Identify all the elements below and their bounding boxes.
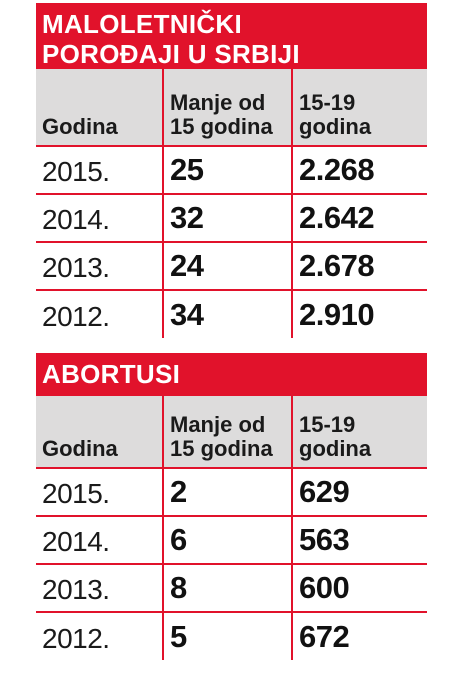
abortions-table-panel: ABORTUSI Godina Manje od 15 godina 15-19… [36,353,427,660]
births-title-line-2: POROĐAJI U SRBIJI [42,39,419,69]
births-15-19-cell: 2.642 [292,194,427,242]
abortions-header-under15: Manje od 15 godina [163,396,292,468]
abortions-15-19-cell: 672 [292,612,427,660]
abortions-under15-cell: 6 [163,516,292,564]
births-header-15-19-line-1: 15-19 [299,91,427,115]
abortions-header-under15-line-1: Manje od [170,413,291,437]
abortions-year-cell: 2013. [36,564,163,612]
table-row: 2013. 24 2.678 [36,242,427,290]
births-under15-cell: 34 [163,290,292,338]
births-year-cell: 2015. [36,146,163,194]
births-table-panel: MALOLETNIČKI POROĐAJI U SRBIJI Godina Ma… [36,3,427,338]
abortions-header-year: Godina [36,396,163,468]
table-row: 2014. 6 563 [36,516,427,564]
abortions-table: Godina Manje od 15 godina 15-19 godina 2… [36,396,427,660]
births-header-15-19-line-2: godina [299,115,427,139]
births-year-cell: 2013. [36,242,163,290]
abortions-title-line-1: ABORTUSI [42,359,419,389]
abortions-under15-cell: 5 [163,612,292,660]
table-row: 2012. 5 672 [36,612,427,660]
births-15-19-cell: 2.268 [292,146,427,194]
abortions-15-19-cell: 600 [292,564,427,612]
births-header-under15-line-1: Manje od [170,91,291,115]
table-row: 2015. 25 2.268 [36,146,427,194]
abortions-header-15-19-line-2: godina [299,437,427,461]
births-15-19-cell: 2.910 [292,290,427,338]
table-row: 2013. 8 600 [36,564,427,612]
births-header-15-19: 15-19 godina [292,69,427,146]
abortions-title: ABORTUSI [36,353,427,396]
abortions-15-19-cell: 629 [292,468,427,516]
births-header-row: Godina Manje od 15 godina 15-19 godina [36,69,427,146]
abortions-header-15-19-line-1: 15-19 [299,413,427,437]
abortions-under15-cell: 2 [163,468,292,516]
abortions-header-15-19: 15-19 godina [292,396,427,468]
births-year-cell: 2014. [36,194,163,242]
abortions-15-19-cell: 563 [292,516,427,564]
table-row: 2014. 32 2.642 [36,194,427,242]
births-header-year: Godina [36,69,163,146]
abortions-year-cell: 2015. [36,468,163,516]
abortions-header-row: Godina Manje od 15 godina 15-19 godina [36,396,427,468]
births-title-line-1: MALOLETNIČKI [42,9,419,39]
abortions-under15-cell: 8 [163,564,292,612]
abortions-header-year-label: Godina [42,437,162,461]
births-header-year-label: Godina [42,115,162,139]
births-header-under15: Manje od 15 godina [163,69,292,146]
abortions-header-under15-line-2: 15 godina [170,437,291,461]
births-under15-cell: 25 [163,146,292,194]
births-under15-cell: 24 [163,242,292,290]
abortions-year-cell: 2014. [36,516,163,564]
births-table: Godina Manje od 15 godina 15-19 godina 2… [36,69,427,338]
births-15-19-cell: 2.678 [292,242,427,290]
table-row: 2012. 34 2.910 [36,290,427,338]
births-title: MALOLETNIČKI POROĐAJI U SRBIJI [36,3,427,69]
table-row: 2015. 2 629 [36,468,427,516]
abortions-year-cell: 2012. [36,612,163,660]
births-year-cell: 2012. [36,290,163,338]
births-header-under15-line-2: 15 godina [170,115,291,139]
births-under15-cell: 32 [163,194,292,242]
